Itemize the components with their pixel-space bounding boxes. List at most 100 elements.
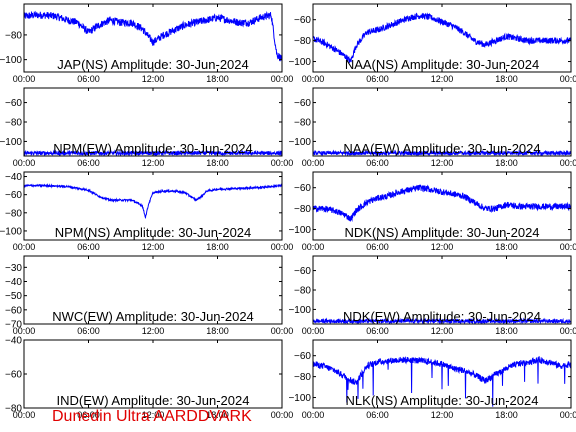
y-tick-label: −60 bbox=[294, 183, 311, 194]
y-tick-label: −40 bbox=[5, 336, 22, 347]
y-tick-label: −40 bbox=[5, 172, 22, 183]
x-tick-label: 00:00 bbox=[271, 74, 294, 84]
y-tick-label: −80 bbox=[294, 36, 311, 47]
y-tick-label: −100 bbox=[288, 225, 311, 236]
y-tick-label: −100 bbox=[288, 393, 311, 404]
x-tick-label: 12:00 bbox=[142, 74, 165, 84]
x-tick-label: 06:00 bbox=[366, 410, 389, 420]
panel-title: NLK(NS) Amplitude: 30-Jun-2024 bbox=[346, 393, 539, 408]
y-tick-label: −80 bbox=[5, 118, 22, 129]
x-tick-label: 06:00 bbox=[77, 326, 100, 336]
x-tick-label: 18:00 bbox=[495, 74, 518, 84]
y-tick-label: −40 bbox=[5, 277, 22, 288]
panel-title: NDK(EW) Amplitude: 30-Jun-2024 bbox=[343, 309, 541, 324]
x-tick-label: 00:00 bbox=[13, 242, 36, 252]
x-tick-label: 18:00 bbox=[495, 158, 518, 168]
panel-title: NPM(EW) Amplitude: 30-Jun-2024 bbox=[53, 141, 252, 156]
y-tick-label: −100 bbox=[0, 226, 22, 237]
panel-10: 00:00 06:00 12:00 18:00 00:00 −60 −80 −100 NLK(N… bbox=[288, 339, 576, 420]
x-tick-label: 18:00 bbox=[206, 74, 229, 84]
y-tick-label: −80 bbox=[294, 204, 311, 215]
x-tick-label: 12:00 bbox=[431, 242, 454, 252]
x-tick-label: 18:00 bbox=[495, 242, 518, 252]
panel-1: 00:00 06:00 12:00 18:00 00:00 −80 −100 JAP(NS) … bbox=[0, 3, 294, 84]
x-tick-label: 00:00 bbox=[560, 410, 576, 420]
panel-title: NAA(NS) Amplitude: 30-Jun-2024 bbox=[345, 57, 539, 72]
x-tick-label: 18:00 bbox=[495, 326, 518, 336]
x-tick-label: 00:00 bbox=[302, 326, 325, 336]
x-tick-label: 00:00 bbox=[13, 410, 36, 420]
x-tick-label: 00:00 bbox=[271, 158, 294, 168]
series-trace bbox=[313, 149, 571, 156]
y-tick-label: −100 bbox=[0, 55, 22, 66]
panel-6: 00:00 06:00 12:00 18:00 00:00 −60 −80 −100 NDK(N… bbox=[288, 171, 576, 252]
y-tick-label: −100 bbox=[288, 137, 311, 148]
x-tick-label: 00:00 bbox=[271, 410, 294, 420]
x-tick-label: 00:00 bbox=[560, 326, 576, 336]
x-tick-label: 00:00 bbox=[302, 74, 325, 84]
series-trace bbox=[313, 12, 571, 63]
x-tick-label: 00:00 bbox=[560, 158, 576, 168]
x-tick-label: 12:00 bbox=[431, 158, 454, 168]
panel-2: 00:00 06:00 12:00 18:00 00:00 −60 −80 −100 NAA(N… bbox=[288, 3, 576, 84]
series-trace bbox=[24, 149, 282, 156]
x-tick-label: 12:00 bbox=[431, 74, 454, 84]
y-tick-label: −30 bbox=[5, 263, 22, 274]
y-tick-label: −100 bbox=[288, 305, 311, 316]
x-tick-label: 00:00 bbox=[302, 242, 325, 252]
y-tick-label: −100 bbox=[0, 137, 22, 148]
y-tick-label: −60 bbox=[294, 98, 311, 109]
series-trace bbox=[313, 356, 571, 407]
y-tick-label: −70 bbox=[5, 320, 22, 331]
x-tick-label: 06:00 bbox=[366, 74, 389, 84]
y-tick-label: −60 bbox=[294, 15, 311, 26]
x-tick-label: 12:00 bbox=[431, 326, 454, 336]
x-tick-label: 12:00 bbox=[142, 326, 165, 336]
panel-3: 00:00 06:00 12:00 18:00 00:00 −60 −80 −100 NPM(E… bbox=[0, 87, 294, 168]
panel-title: IND(EW) Amplitude: 30-Jun-2024 bbox=[57, 393, 250, 408]
panel-5: 00:00 06:00 12:00 18:00 00:00 −40 −60 −80 −100 NP… bbox=[0, 171, 294, 252]
x-tick-label: 00:00 bbox=[271, 242, 294, 252]
x-tick-label: 00:00 bbox=[560, 242, 576, 252]
series-trace bbox=[24, 10, 282, 62]
x-tick-label: 12:00 bbox=[142, 410, 165, 420]
credit-label: Dunedin Ultra AARDDVARK bbox=[52, 408, 252, 425]
y-tick-label: −100 bbox=[288, 57, 311, 68]
panel-title: NAA(EW) Amplitude: 30-Jun-2024 bbox=[343, 141, 540, 156]
panel-4: 00:00 06:00 12:00 18:00 00:00 −60 −80 −100 NAA(E… bbox=[288, 87, 576, 168]
panel-title: JAP(NS) Amplitude: 30-Jun-2024 bbox=[57, 57, 248, 72]
x-tick-label: 06:00 bbox=[77, 410, 100, 420]
x-tick-label: 06:00 bbox=[77, 242, 100, 252]
x-tick-label: 06:00 bbox=[77, 158, 100, 168]
x-tick-label: 06:00 bbox=[366, 326, 389, 336]
x-tick-label: 06:00 bbox=[366, 158, 389, 168]
x-tick-label: 00:00 bbox=[560, 74, 576, 84]
y-tick-label: −60 bbox=[5, 370, 22, 381]
y-tick-label: −80 bbox=[294, 286, 311, 297]
y-tick-label: −80 bbox=[5, 30, 22, 41]
x-tick-label: 06:00 bbox=[366, 242, 389, 252]
x-tick-label: 00:00 bbox=[302, 158, 325, 168]
x-tick-label: 18:00 bbox=[206, 158, 229, 168]
series-trace bbox=[24, 183, 282, 219]
y-tick-label: −60 bbox=[5, 98, 22, 109]
x-tick-label: 00:00 bbox=[302, 410, 325, 420]
panel-7: 00:00 06:00 12:00 18:00 00:00 −30 −40 −50 −60 −70… bbox=[5, 255, 293, 336]
y-tick-label: −60 bbox=[294, 266, 311, 277]
x-tick-label: 12:00 bbox=[142, 158, 165, 168]
x-tick-label: 06:00 bbox=[77, 74, 100, 84]
x-tick-label: 12:00 bbox=[431, 410, 454, 420]
x-tick-label: 18:00 bbox=[206, 326, 229, 336]
y-tick-label: −60 bbox=[294, 351, 311, 362]
panel-9: 00:00 06:00 12:00 18:00 00:00 −40 −60 −80 IND(EW… bbox=[5, 336, 293, 421]
x-tick-label: 18:00 bbox=[206, 410, 229, 420]
y-tick-label: −80 bbox=[5, 208, 22, 219]
panel-8: 00:00 06:00 12:00 18:00 00:00 −60 −80 −100 NDK(E… bbox=[288, 255, 576, 336]
x-tick-label: 00:00 bbox=[13, 74, 36, 84]
panel-title: NDK(NS) Amplitude: 30-Jun-2024 bbox=[344, 225, 539, 240]
y-tick-label: −80 bbox=[294, 372, 311, 383]
x-tick-label: 18:00 bbox=[495, 410, 518, 420]
y-tick-label: −50 bbox=[5, 291, 22, 302]
y-tick-label: −60 bbox=[5, 190, 22, 201]
